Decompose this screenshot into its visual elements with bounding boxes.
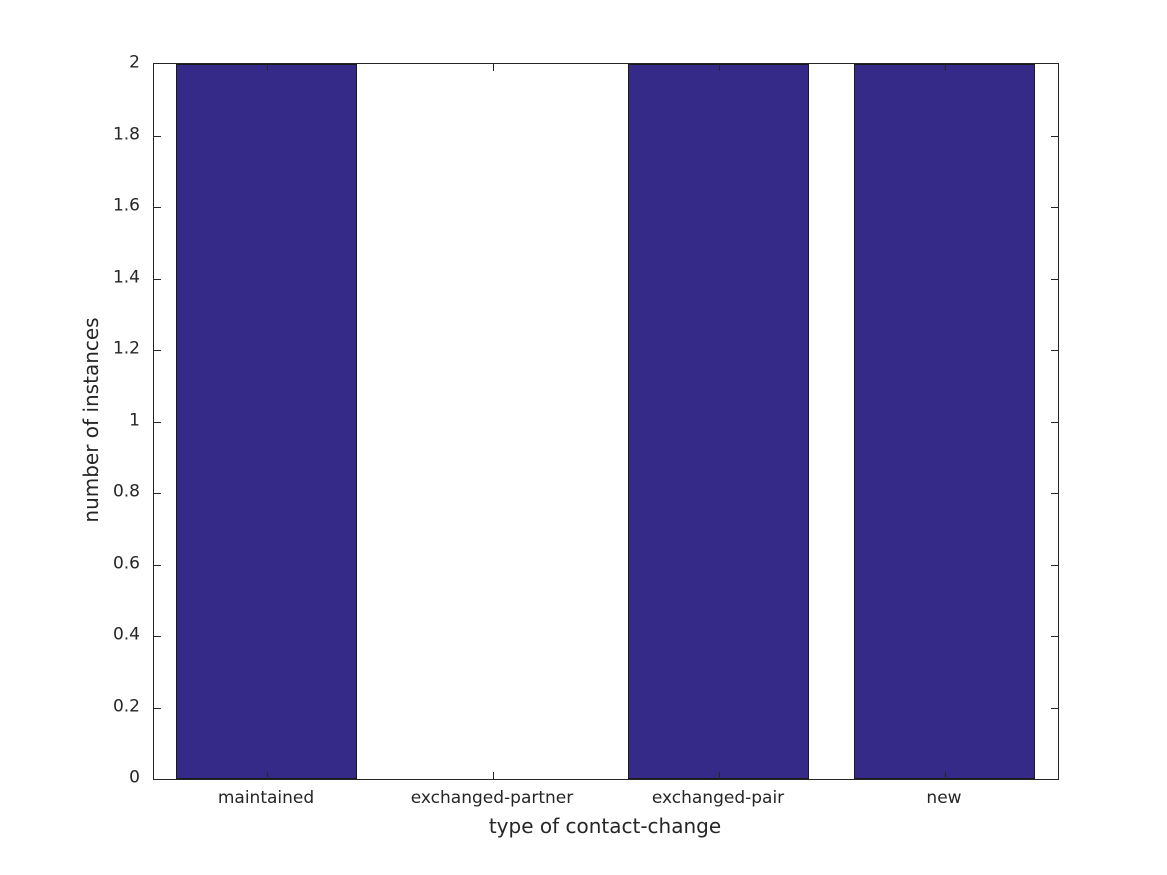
- y-axis-label: number of instances: [79, 317, 103, 523]
- y-tick: [154, 350, 161, 351]
- plot-area: [153, 63, 1059, 780]
- y-tick-label: 1.2: [112, 338, 140, 359]
- y-tick: [154, 708, 161, 709]
- y-tick-mirror: [1051, 565, 1058, 566]
- y-tick-mirror: [1051, 708, 1058, 709]
- y-tick-label: 0: [129, 767, 140, 788]
- y-tick-label: 0.2: [112, 696, 140, 717]
- y-tick: [154, 136, 161, 137]
- y-tick: [154, 565, 161, 566]
- x-tick-mirror: [719, 64, 720, 71]
- x-tick: [493, 772, 494, 779]
- y-tick-label: 1.8: [112, 124, 140, 145]
- y-tick: [154, 279, 161, 280]
- bar-maintained: [176, 64, 357, 779]
- y-tick-mirror: [1051, 350, 1058, 351]
- y-tick-mirror: [1051, 136, 1058, 137]
- x-tick-label: exchanged-pair: [651, 788, 785, 808]
- y-tick: [154, 636, 161, 637]
- x-tick-mirror: [493, 64, 494, 71]
- x-tick-label: new: [926, 788, 962, 808]
- x-tick-label: maintained: [217, 788, 315, 808]
- x-tick-mirror: [945, 64, 946, 71]
- y-tick: [154, 207, 161, 208]
- y-tick-mirror: [1051, 279, 1058, 280]
- y-tick-mirror: [1051, 207, 1058, 208]
- x-tick: [945, 772, 946, 779]
- y-tick-label: 1.4: [112, 267, 140, 288]
- y-tick-mirror: [1051, 636, 1058, 637]
- x-tick-mirror: [267, 64, 268, 71]
- y-tick-label: 1.6: [112, 195, 140, 216]
- y-tick-label: 0.8: [112, 481, 140, 502]
- y-tick-label: 0.4: [112, 624, 140, 645]
- x-tick: [267, 772, 268, 779]
- y-tick-label: 2: [129, 52, 140, 73]
- y-tick: [154, 422, 161, 423]
- bar-exchanged-pair: [628, 64, 809, 779]
- y-tick-mirror: [1051, 493, 1058, 494]
- x-tick: [719, 772, 720, 779]
- x-tick-label: exchanged-partner: [410, 788, 574, 808]
- y-tick-label: 1: [129, 410, 140, 431]
- y-tick: [154, 493, 161, 494]
- y-tick-mirror: [1051, 422, 1058, 423]
- bar-new: [854, 64, 1035, 779]
- x-axis-label: type of contact-change: [488, 814, 722, 838]
- y-tick-label: 0.6: [112, 553, 140, 574]
